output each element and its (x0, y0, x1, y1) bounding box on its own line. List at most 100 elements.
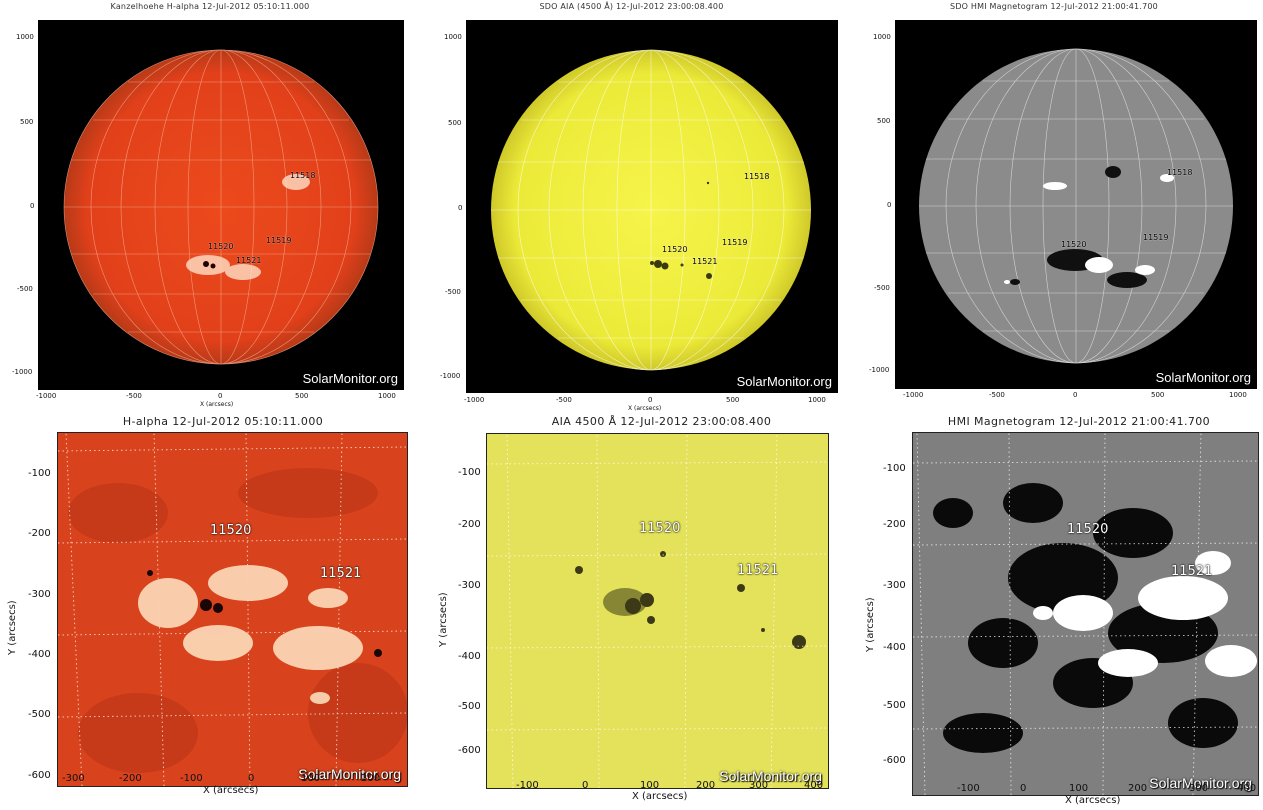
x-tick-label: 300 (749, 780, 769, 791)
x-axis-label: X (arcsecs) (628, 405, 662, 412)
watermark: SolarMonitor.org (736, 374, 832, 389)
x-tick-label: 400 (1237, 783, 1257, 794)
x-axis-label: X (arcsecs) (203, 785, 259, 796)
x-tick-label: 0 (218, 392, 223, 400)
x-tick-label: -1000 (903, 391, 924, 399)
solar-disk-image: 11518 11520 11519 11521 SolarMonitor.org (38, 20, 404, 390)
y-tick-label: 500 (448, 119, 462, 127)
x-axis-label: X (arcsecs) (1065, 795, 1121, 806)
x-tick-label: 0 (582, 780, 589, 791)
y-tick-label: -600 (458, 745, 481, 756)
region-label: 11519 (266, 236, 292, 245)
region-label: 11519 (1143, 233, 1169, 242)
solar-disk-image: 11518 11520 11519 SolarMonitor.org (895, 20, 1257, 389)
y-tick-label: 500 (20, 118, 34, 126)
region-label: 11520 (210, 523, 252, 538)
full-disk-hmi-panel: SDO HMI Magnetogram 12-Jul-2012 21:00:41… (845, 0, 1263, 410)
x-tick-label: 100 (640, 780, 660, 791)
y-tick-label: 1000 (873, 33, 891, 41)
x-tick-label: 200 (696, 780, 716, 791)
x-tick-label: 100 (1069, 783, 1089, 794)
y-tick-label: 0 (458, 204, 463, 212)
x-tick-label: 200 (1128, 783, 1148, 794)
full-disk-halpha-panel: Kanzelhoehe H-alpha 12-Jul-2012 05:10:11… (0, 0, 420, 410)
y-tick-label: -200 (883, 519, 906, 530)
zoom-aia-panel: AIA 4500 Å 12-Jul-2012 23:00:08.400 (420, 415, 843, 810)
y-tick-label: -300 (458, 580, 481, 591)
region-label: 11520 (208, 242, 234, 251)
x-tick-label: -500 (556, 396, 572, 404)
y-tick-label: -200 (458, 519, 481, 530)
x-tick-label: -100 (957, 783, 980, 794)
x-tick-label: 300 (1189, 783, 1209, 794)
y-tick-label: -100 (458, 467, 481, 478)
y-tick-label: 500 (877, 117, 891, 125)
region-label: 11521 (320, 566, 362, 581)
x-tick-label: 500 (295, 392, 309, 400)
zoom-image: 11520 11521 SolarMonitor.org (486, 433, 829, 789)
x-tick-label: -200 (119, 773, 142, 784)
y-tick-label: -500 (874, 284, 890, 292)
y-tick-label: -300 (883, 580, 906, 591)
zoom-image: 11520 11521 SolarMonitor.org (912, 432, 1259, 796)
y-tick-label: 0 (30, 202, 35, 210)
y-tick-label: -400 (458, 651, 481, 662)
zoom-hmi-panel: HMI Magnetogram 12-Jul-2012 21:00:41.700 (845, 415, 1263, 810)
panel-title: Kanzelhoehe H-alpha 12-Jul-2012 05:10:11… (110, 2, 310, 11)
y-tick-label: -100 (883, 463, 906, 474)
x-tick-label: -100 (516, 780, 539, 791)
y-tick-label: -100 (28, 468, 51, 479)
y-tick-label: -600 (883, 755, 906, 766)
y-tick-label: -500 (458, 701, 481, 712)
x-tick-label: -1000 (36, 392, 57, 400)
watermark: SolarMonitor.org (719, 768, 822, 784)
panel-title: HMI Magnetogram 12-Jul-2012 21:00:41.700 (947, 415, 1211, 428)
region-label: 11520 (662, 245, 688, 254)
y-tick-label: -500 (28, 709, 51, 720)
x-tick-label: 0 (1073, 391, 1078, 399)
solar-disk-image: 11518 11520 11519 11521 SolarMonitor.org (466, 20, 838, 393)
x-tick-label: -500 (126, 392, 142, 400)
x-tick-label: -300 (62, 773, 85, 784)
y-tick-label: -400 (883, 642, 906, 653)
x-tick-label: -1000 (464, 396, 485, 404)
x-tick-label: 500 (726, 396, 740, 404)
watermark: SolarMonitor.org (302, 371, 398, 386)
x-tick-label: 1000 (378, 392, 396, 400)
x-tick-label: -500 (989, 391, 1005, 399)
y-tick-label: -600 (28, 770, 51, 781)
y-tick-label: -200 (28, 528, 51, 539)
y-tick-label: -1000 (12, 368, 33, 376)
y-tick-label: 1000 (444, 33, 462, 41)
y-tick-label: 0 (887, 201, 892, 209)
x-tick-label: 500 (1151, 391, 1165, 399)
watermark: SolarMonitor.org (1155, 370, 1251, 385)
region-label: 11518 (1167, 168, 1193, 177)
region-label: 11520 (639, 521, 681, 536)
x-axis-label: X (arcsecs) (200, 401, 234, 408)
region-label: 11518 (290, 171, 316, 180)
y-tick-label: -1000 (869, 366, 890, 374)
panel-title: AIA 4500 Å 12-Jul-2012 23:00:08.400 (551, 415, 772, 428)
y-axis-label: Y (arcsecs) (7, 600, 18, 655)
zoom-image: 11520 11521 SolarMonitor.org (57, 432, 408, 787)
x-tick-label: 0 (1020, 783, 1027, 794)
x-axis-label: X (arcsecs) (632, 791, 688, 802)
y-tick-label: -1000 (440, 372, 461, 380)
panel-title: H-alpha 12-Jul-2012 05:10:11.000 (122, 415, 324, 428)
watermark: SolarMonitor.org (1149, 775, 1252, 791)
y-tick-label: -400 (28, 649, 51, 660)
region-label: 11521 (236, 256, 262, 265)
y-tick-label: -500 (883, 700, 906, 711)
y-axis-label: Y (arcsecs) (865, 597, 876, 652)
y-tick-label: 1000 (16, 33, 34, 41)
y-tick-label: -500 (17, 285, 33, 293)
x-tick-label: 100 (301, 773, 321, 784)
x-tick-label: -100 (180, 773, 203, 784)
x-tick-label: 200 (361, 773, 381, 784)
region-label: 11519 (722, 238, 748, 247)
zoom-halpha-panel: H-alpha 12-Jul-2012 05:10:11.000 (0, 415, 420, 810)
x-tick-label: 0 (648, 396, 653, 404)
x-tick-label: 0 (248, 773, 255, 784)
region-label: 11518 (744, 172, 770, 181)
